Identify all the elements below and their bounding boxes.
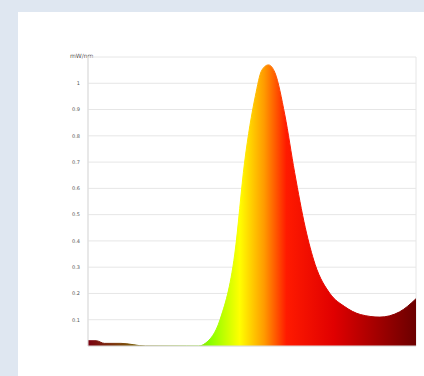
html-text:mW/nm: mW/nm <box>70 52 94 59</box>
svg-text:1: 1 <box>77 80 80 86</box>
svg-text:0.5: 0.5 <box>72 211 80 217</box>
svg-text:0.8: 0.8 <box>72 133 80 139</box>
svg-text:0.7: 0.7 <box>72 159 80 165</box>
svg-text:0.4: 0.4 <box>72 238 80 244</box>
svg-text:0.2: 0.2 <box>72 290 80 296</box>
svg-text:0.3: 0.3 <box>72 264 80 270</box>
svg-text:0.9: 0.9 <box>72 106 80 112</box>
svg-text:0.1: 0.1 <box>72 317 80 323</box>
svg-text:0.6: 0.6 <box>72 185 80 191</box>
